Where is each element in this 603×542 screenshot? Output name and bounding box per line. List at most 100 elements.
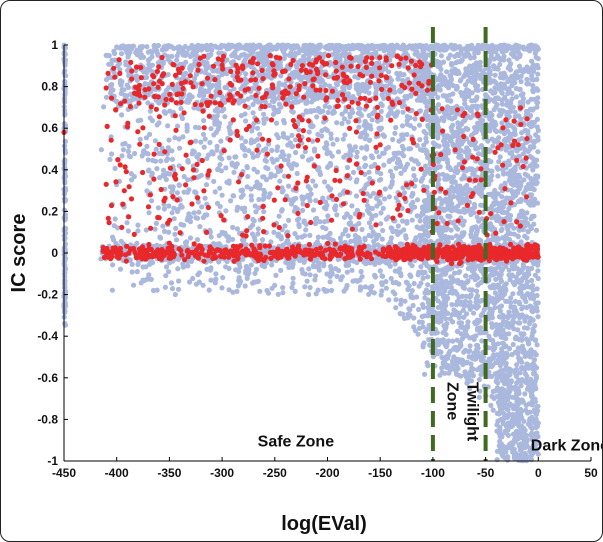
scatter-point-blue (501, 95, 507, 102)
scatter-point-blue (245, 96, 251, 102)
scatter-point-blue (411, 280, 417, 287)
scatter-point-blue (185, 177, 191, 183)
scatter-point-blue (174, 190, 180, 196)
scatter-point-blue (163, 264, 170, 270)
scatter-point-blue (207, 267, 214, 273)
scatter-point-blue (228, 198, 234, 204)
scatter-point-blue (321, 205, 327, 211)
scatter-point-blue (172, 291, 178, 298)
scatter-point-blue (253, 266, 260, 272)
scatter-point-blue (321, 219, 328, 225)
scatter-point-blue (413, 177, 419, 183)
scatter-point-blue (450, 338, 456, 344)
scatter-point-blue (117, 266, 124, 272)
scatter-point-blue (380, 273, 386, 279)
scatter-point-blue (213, 271, 219, 277)
scatter-point-blue (255, 226, 261, 232)
scatter-point-blue (195, 199, 201, 205)
scatter-point-blue (342, 47, 348, 54)
scatter-point-blue (381, 48, 387, 54)
scatter-point-blue (341, 116, 347, 122)
scatter-point-blue (254, 169, 260, 175)
scatter-point-blue (202, 195, 208, 201)
scatter-point-blue (410, 302, 416, 309)
scatter-point-blue (165, 123, 171, 129)
scatter-point-blue (407, 307, 413, 313)
scatter-point-blue (404, 220, 410, 226)
scatter-point-blue (414, 97, 420, 103)
scatter-point-blue (166, 137, 172, 143)
scatter-point-blue (403, 50, 409, 56)
scatter-point-blue (185, 157, 191, 164)
scatter-point-blue (242, 283, 248, 289)
scatter-point-blue (316, 260, 322, 266)
scatter-point-blue (236, 268, 242, 274)
scatter-point-blue (272, 173, 278, 179)
scatter-point-blue (306, 129, 312, 135)
scatter-point-blue (243, 270, 249, 276)
scatter-point-blue (403, 235, 409, 241)
scatter-point-blue (255, 278, 261, 284)
scatter-point-blue (299, 267, 305, 273)
scatter-point-blue (247, 47, 253, 54)
scatter-point-blue (280, 49, 286, 55)
scatter-point-blue (248, 186, 254, 192)
scatter-point-blue (250, 110, 256, 116)
scatter-point-blue (342, 132, 348, 138)
scatter-point-blue (110, 262, 116, 268)
scatter-point-blue (400, 311, 406, 317)
scatter-point-blue (175, 44, 181, 50)
scatter-point-blue (295, 73, 301, 79)
scatter-point-blue (369, 117, 375, 123)
scatter-point-blue (356, 124, 362, 130)
scatter-point-blue (171, 216, 177, 222)
scatter-point-blue (349, 203, 355, 209)
scatter-point-blue (417, 137, 423, 143)
scatter-point-blue (329, 287, 335, 293)
scatter-point-blue (118, 51, 125, 57)
scatter-point-blue (394, 160, 400, 166)
scatter-point-blue (334, 120, 340, 126)
scatter-point-blue (280, 188, 286, 194)
scatter-point-blue (316, 79, 323, 85)
scatter-point-blue (385, 214, 391, 220)
scatter-point-blue (340, 231, 346, 237)
scatter-point-blue (212, 189, 218, 195)
scatter-point-blue (353, 193, 360, 199)
scatter-point-blue (353, 85, 359, 92)
scatter-point-blue (412, 116, 418, 122)
scatter-point-blue (101, 104, 107, 110)
scatter-point-blue (492, 128, 499, 134)
scatter-point-blue (271, 229, 277, 235)
scatter-point-blue (162, 284, 168, 290)
scatter-point-blue (413, 235, 419, 241)
scatter-point-blue (265, 72, 271, 78)
scatter-point-blue (401, 146, 407, 152)
scatter-point-blue (270, 111, 276, 117)
scatter-point-blue (231, 169, 237, 175)
scatter-point-blue (403, 279, 409, 285)
scatter-point-blue (251, 218, 257, 224)
scatter-point-blue (475, 42, 481, 48)
scatter-point-blue (296, 223, 302, 230)
scatter-point-blue (176, 278, 182, 284)
scatter-point-blue (134, 49, 141, 56)
scatter-point-blue (393, 124, 399, 131)
scatter-point-blue (324, 288, 330, 294)
scatter-point-blue (255, 231, 261, 237)
scatter-point-blue (404, 131, 410, 138)
scatter-point-blue (306, 266, 312, 272)
scatter-point-blue (294, 64, 300, 70)
scatter-point-blue (135, 261, 141, 267)
scatter-point-blue (373, 60, 380, 66)
scatter-point-blue (496, 284, 502, 290)
scatter-point-blue (320, 224, 326, 230)
data-points (61, 42, 541, 464)
scatter-point-blue (124, 220, 130, 226)
scatter-point-blue (260, 262, 266, 269)
scatter-point-blue (421, 142, 427, 148)
scatter-point-blue (143, 135, 149, 141)
scatter-point-blue (261, 116, 267, 122)
scatter-point-blue (306, 157, 312, 163)
scatter-point-blue (401, 153, 407, 159)
